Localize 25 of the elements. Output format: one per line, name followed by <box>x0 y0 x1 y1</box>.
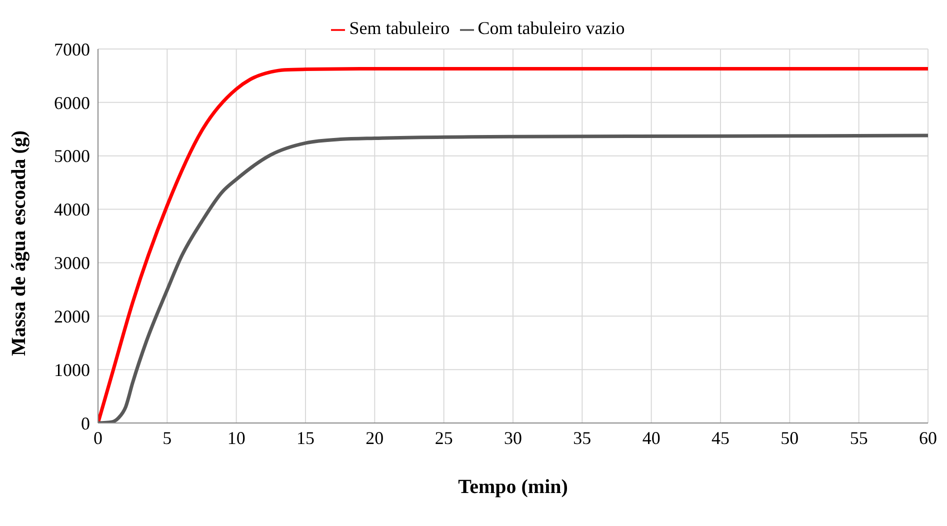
y-tick-label: 6000 <box>54 92 90 113</box>
y-axis-title: Massa de água escoada (g) <box>8 130 30 356</box>
x-axis-title: Tempo (min) <box>458 476 568 498</box>
y-tick-label: 2000 <box>54 306 90 327</box>
x-tick-label: 0 <box>94 428 102 448</box>
y-tick-label: 3000 <box>54 253 90 274</box>
x-tick-label: 30 <box>504 428 522 448</box>
x-tick-label: 5 <box>162 428 172 448</box>
x-tick-label: 10 <box>227 428 246 448</box>
legend-label: Com tabuleiro vazio <box>478 18 625 38</box>
x-tick-label: 35 <box>573 428 592 448</box>
y-tick-label: 7000 <box>54 39 90 60</box>
x-tick-label: 55 <box>850 428 868 448</box>
y-tick-label: 5000 <box>54 146 90 166</box>
x-tick-label: 45 <box>712 428 730 448</box>
y-tick-label: 4000 <box>54 200 90 220</box>
y-tick-label: 1000 <box>54 360 90 380</box>
x-tick-label: 15 <box>296 428 314 448</box>
x-tick-label: 20 <box>366 428 384 448</box>
x-tick-label: 60 <box>919 428 937 448</box>
x-tick-label: 25 <box>434 428 453 448</box>
legend-label: Sem tabuleiro <box>349 18 450 38</box>
y-tick-label: 0 <box>81 413 90 434</box>
x-tick-label: 40 <box>642 428 660 448</box>
x-tick-label: 50 <box>780 428 799 448</box>
